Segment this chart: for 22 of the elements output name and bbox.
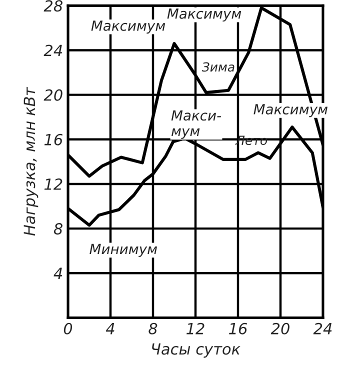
x-tick-label: 16 [229, 322, 248, 334]
x-tick-label: 4 [106, 323, 114, 334]
x-tick-label: 24 [313, 322, 332, 334]
series-label: Зима [202, 62, 234, 72]
annotation: Максимум [167, 8, 242, 22]
annotation: Макси- мум [171, 110, 222, 139]
y-tick-label: 4 [54, 268, 62, 279]
x-tick-label: 0 [64, 322, 72, 334]
y-tick-label: 8 [54, 223, 62, 235]
y-tick-label: 12 [44, 178, 62, 190]
x-tick-label: 20 [270, 322, 290, 334]
y-tick-label: 20 [44, 89, 62, 101]
x-axis-title: Часы суток [152, 343, 240, 358]
annotation: Максимум [254, 104, 328, 118]
y-axis-title: Нагрузка, млн кВт [24, 86, 38, 236]
y-tick-label: 28 [44, 0, 62, 12]
y-tick-label: 24 [44, 44, 62, 56]
x-tick-label: 12 [186, 322, 204, 334]
x-tick-label: 8 [148, 322, 158, 334]
annotation: Минимум [90, 244, 158, 257]
y-tick-label: 16 [44, 134, 62, 146]
annotation: Максимум [91, 20, 166, 34]
